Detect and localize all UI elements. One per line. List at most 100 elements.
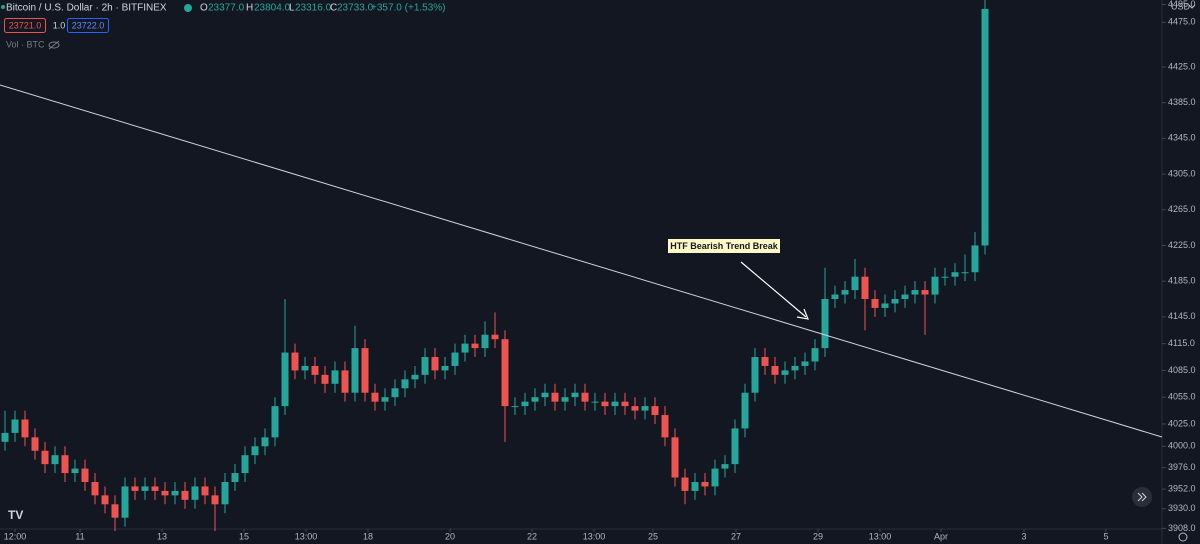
candle-body xyxy=(311,365,319,375)
candle-body xyxy=(431,357,439,371)
o-label: O xyxy=(200,3,208,14)
candle-body xyxy=(411,374,419,380)
candle-body xyxy=(81,468,89,482)
y-tick-label: 4115.0 xyxy=(1168,338,1195,348)
candle-body xyxy=(101,495,109,505)
candle-body xyxy=(691,481,699,491)
candle-body xyxy=(391,388,399,398)
x-tick-label: 18 xyxy=(363,531,373,541)
candle-body xyxy=(251,446,259,456)
settings-icon[interactable] xyxy=(1178,532,1188,542)
candle-body xyxy=(171,490,179,496)
candle-body xyxy=(151,486,159,491)
candle-body xyxy=(591,401,599,403)
y-tick-label: 3952.0 xyxy=(1168,483,1196,493)
candle-body xyxy=(421,357,429,375)
x-tick-label: 13 xyxy=(157,531,167,541)
candle-body xyxy=(931,276,939,295)
candle-body xyxy=(891,299,899,304)
candle-body xyxy=(951,272,959,277)
y-tick-label: 4425.0 xyxy=(1168,61,1196,71)
candle-body xyxy=(531,397,539,402)
x-tick-label: 13:00 xyxy=(295,531,318,541)
x-tick-label: 27 xyxy=(731,531,741,541)
x-tick-label: Apr xyxy=(934,531,948,541)
candle-body xyxy=(961,272,969,274)
candle-body xyxy=(321,374,329,384)
x-tick-label: 15 xyxy=(239,531,249,541)
candle-body xyxy=(581,392,589,402)
status-dot xyxy=(1,5,5,9)
y-tick-label: 3976.0 xyxy=(1168,462,1196,472)
candle-body xyxy=(651,406,659,416)
currency-dropdown[interactable] xyxy=(1188,4,1196,9)
annotation: HTF Bearish Trend Break xyxy=(670,241,779,251)
candle-body xyxy=(821,299,829,349)
candle-body xyxy=(271,406,279,438)
scroll-icon xyxy=(1137,492,1147,502)
logo[interactable]: TV xyxy=(8,508,23,522)
candle-body xyxy=(781,370,789,375)
candle-body xyxy=(801,361,809,366)
hide-icon[interactable] xyxy=(48,40,60,50)
c-value: 23733.0 xyxy=(337,3,374,14)
candle-body xyxy=(521,401,529,407)
market-open-icon xyxy=(184,4,192,12)
trend-line xyxy=(0,84,1163,438)
candle-body xyxy=(791,365,799,371)
candle-body xyxy=(811,348,819,362)
symbol: Bitcoin / U.S. Dollar · 2h · BITFINEX xyxy=(6,3,167,14)
candle-body xyxy=(181,490,189,500)
candle-body xyxy=(921,290,929,295)
candle-body xyxy=(361,348,369,393)
candle-body xyxy=(161,490,169,496)
spread: 1.0 xyxy=(53,20,66,30)
candle-body xyxy=(31,437,39,451)
candle-body xyxy=(541,392,549,398)
candle-body xyxy=(381,397,389,402)
c-label: C xyxy=(330,3,337,14)
candle-body xyxy=(351,348,359,393)
candle-body xyxy=(141,486,149,491)
candle-body xyxy=(771,365,779,375)
candle-body xyxy=(911,290,919,295)
annotation-arrow xyxy=(740,261,807,318)
candle-body xyxy=(481,334,489,349)
candle-body xyxy=(761,357,769,366)
buy-button[interactable] xyxy=(67,18,109,33)
candle-body xyxy=(1,432,9,442)
candle-body xyxy=(571,392,579,398)
y-tick-label: 4085.0 xyxy=(1168,365,1196,375)
candle-body xyxy=(61,455,69,474)
sell-button[interactable] xyxy=(4,18,46,33)
candle-body xyxy=(291,352,299,371)
candle-body xyxy=(741,392,749,429)
candle-body xyxy=(971,245,979,273)
candle-body xyxy=(111,504,119,518)
x-tick-label: 22 xyxy=(527,531,537,541)
candle-body xyxy=(641,406,649,411)
candle-body xyxy=(601,401,609,407)
candle-body xyxy=(341,370,349,393)
x-tick-label: 20 xyxy=(445,531,455,541)
candle-body xyxy=(261,437,269,447)
o-value: 23377.0 xyxy=(208,3,245,14)
candle-body xyxy=(71,468,79,474)
candle-body xyxy=(851,276,859,291)
y-tick-label: 4225.0 xyxy=(1168,240,1196,250)
x-tick-label: 3 xyxy=(1021,531,1026,541)
y-tick-label: 4345.0 xyxy=(1168,133,1196,143)
x-tick-label: 29 xyxy=(813,531,823,541)
y-tick-label: 4305.0 xyxy=(1168,168,1196,178)
y-tick-label: 4475.0 xyxy=(1168,17,1196,27)
candle-body xyxy=(121,486,129,518)
y-tick-label: 4185.0 xyxy=(1168,276,1196,286)
candle-body xyxy=(631,406,639,411)
candle-body xyxy=(371,392,379,402)
candle-body xyxy=(51,455,59,465)
currency[interactable]: USD xyxy=(1171,1,1191,11)
candle-body xyxy=(511,406,519,408)
bid: 23721.0 xyxy=(9,20,42,30)
